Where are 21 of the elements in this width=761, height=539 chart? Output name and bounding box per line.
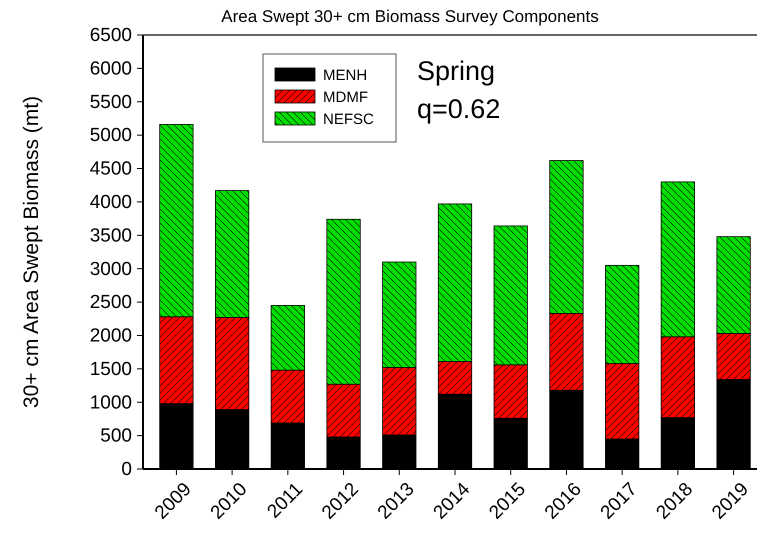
y-tick-label: 2000 <box>90 326 132 347</box>
legend-label: NEFSC <box>323 111 374 128</box>
y-tick-label: 1000 <box>90 392 132 414</box>
annotation: Spring <box>417 56 496 86</box>
annotation: q=0.62 <box>417 94 500 124</box>
y-tick-label: 6500 <box>90 25 132 46</box>
legend-label: MDMF <box>323 89 368 106</box>
y-tick-label: 0 <box>121 459 132 480</box>
y-tick-label: 1500 <box>90 358 132 380</box>
chart-title: Area Swept 30+ cm Biomass Survey Components <box>221 7 599 26</box>
y-axis-title: 30+ cm Area Swept Biomass (mt) <box>20 96 43 408</box>
y-tick-label: 2500 <box>90 292 132 314</box>
y-tick-label: 3000 <box>90 258 132 280</box>
y-tick-label: 3500 <box>90 225 132 246</box>
y-tick-label: 6000 <box>90 58 132 80</box>
y-tick-label: 4500 <box>90 158 132 180</box>
y-tick-label: 5500 <box>90 92 132 113</box>
legend-label: MENH <box>323 67 368 84</box>
y-tick-label: 5000 <box>90 125 132 146</box>
y-tick-label: 4000 <box>90 192 132 214</box>
y-tick-label: 500 <box>100 426 132 447</box>
